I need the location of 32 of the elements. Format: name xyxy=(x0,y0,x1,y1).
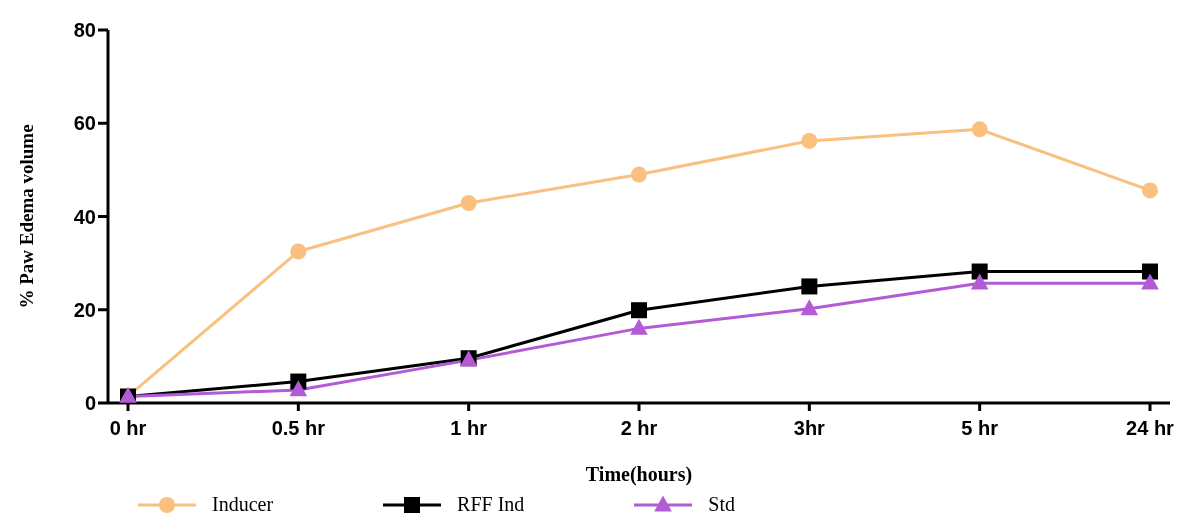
x-tick-label: 24 hr xyxy=(1126,417,1175,440)
point xyxy=(290,243,307,260)
point xyxy=(801,132,818,149)
point xyxy=(1142,182,1158,199)
point xyxy=(801,278,818,295)
point xyxy=(630,318,648,335)
x-tick-label: 0.5 hr xyxy=(271,417,326,440)
legend-label: Std xyxy=(708,493,736,516)
point xyxy=(631,302,647,319)
y-tick-label: 80 xyxy=(73,19,96,42)
x-tick-label: 0 hr xyxy=(109,417,147,440)
y-tick-label: 60 xyxy=(73,112,96,135)
legend-label: Inducer xyxy=(212,493,274,516)
point xyxy=(800,299,819,316)
point xyxy=(1142,263,1158,280)
x-tick-label: 3hr xyxy=(793,417,826,440)
y-tick-label: 40 xyxy=(73,205,96,228)
y-axis-title: % Paw Edema volume xyxy=(15,124,37,309)
point xyxy=(971,121,988,138)
x-tick-label: 2 hr xyxy=(620,417,658,440)
point xyxy=(289,380,308,397)
x-tick-label: 5 hr xyxy=(961,417,999,440)
point xyxy=(970,273,989,290)
legend-label: RFF Ind xyxy=(457,493,525,516)
point xyxy=(971,263,988,280)
y-tick-label: 20 xyxy=(73,298,96,321)
point xyxy=(1141,273,1159,290)
x-axis-title: Time(hours) xyxy=(585,463,693,486)
y-tick-label: 0 xyxy=(84,392,96,415)
point xyxy=(631,166,647,183)
x-tick-label: 1 hr xyxy=(450,417,488,440)
point xyxy=(460,194,477,211)
